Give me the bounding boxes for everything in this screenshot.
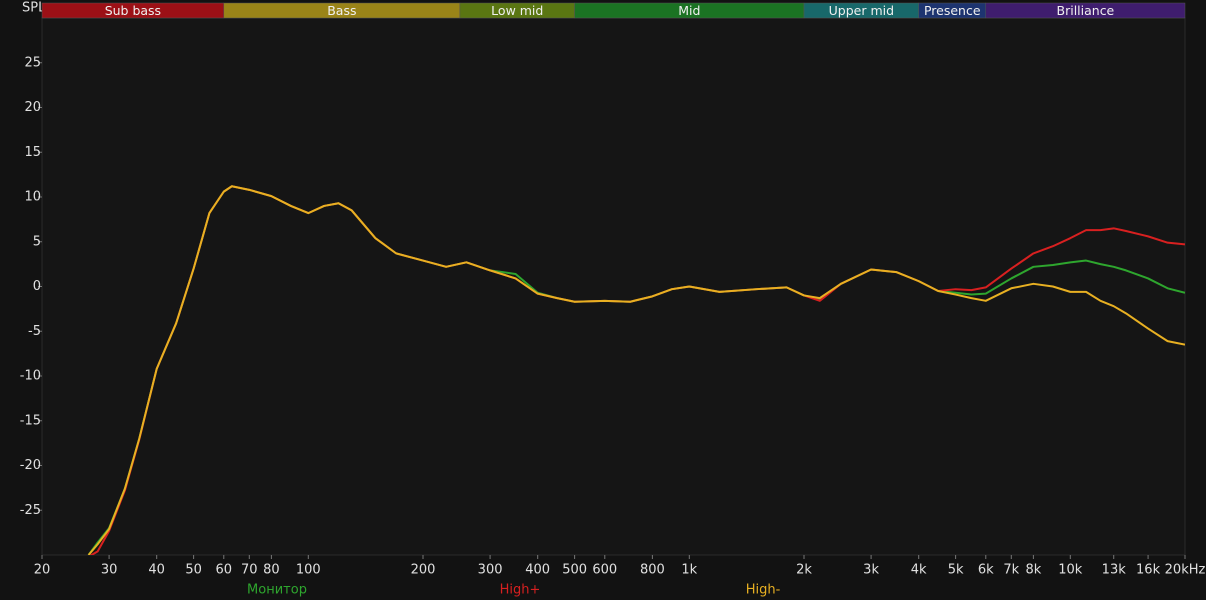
y-tick-label: -5 xyxy=(28,324,41,339)
x-tick-label: 20 xyxy=(34,563,51,578)
x-tick-label: 1k xyxy=(681,563,697,578)
x-tick-label: 4k xyxy=(911,563,927,578)
x-tick-label: 50 xyxy=(185,563,202,578)
y-tick-label: -20 xyxy=(20,458,41,473)
x-tick-label: 13k xyxy=(1102,563,1127,578)
x-tick-label: 16k xyxy=(1136,563,1161,578)
y-tick-label: 0 xyxy=(33,279,41,294)
y-tick-label: -15 xyxy=(20,413,41,428)
x-tick-label: 30 xyxy=(101,563,118,578)
x-tick-label: 2k xyxy=(796,563,812,578)
series-line xyxy=(87,185,1185,555)
y-axis-label: SPL xyxy=(22,1,46,16)
band-label: Brilliance xyxy=(1057,3,1115,18)
x-tick-label: 60 xyxy=(216,563,233,578)
x-tick-label: 500 xyxy=(562,563,587,578)
x-tick-label: 3k xyxy=(863,563,879,578)
x-tick-label: 40 xyxy=(148,563,165,578)
y-tick-label: 20 xyxy=(24,100,41,115)
band-label: Presence xyxy=(924,3,981,18)
x-tick-label: 800 xyxy=(640,563,665,578)
x-tick-label: 400 xyxy=(525,563,550,578)
y-tick-label: -25 xyxy=(20,503,41,518)
x-tick-label: 70 xyxy=(241,563,258,578)
x-tick-label: 6k xyxy=(978,563,994,578)
y-tick-label: 15 xyxy=(24,145,41,160)
band-label: Bass xyxy=(327,3,356,18)
x-tick-label: 200 xyxy=(411,563,436,578)
y-tick-label: 5 xyxy=(33,234,41,249)
band-label: Mid xyxy=(678,3,700,18)
x-tick-label: 80 xyxy=(263,563,280,578)
x-tick-label: 7k xyxy=(1003,563,1019,578)
legend-entry: High- xyxy=(746,583,781,598)
band-label: Low mid xyxy=(491,3,543,18)
y-tick-label: -10 xyxy=(20,369,41,384)
y-tick-label: 25 xyxy=(24,55,41,70)
legend-entry: Монитор xyxy=(247,583,307,598)
x-tick-label: 600 xyxy=(592,563,617,578)
x-tick-label: 8k xyxy=(1025,563,1041,578)
x-tick-label: 10k xyxy=(1058,563,1083,578)
x-tick-label: 300 xyxy=(478,563,503,578)
x-tick-label: 20kHz xyxy=(1165,563,1206,578)
y-tick-label: 10 xyxy=(24,190,41,205)
legend-entry: High+ xyxy=(500,583,541,598)
plot-area xyxy=(41,17,1186,556)
x-tick-label: 5k xyxy=(948,563,964,578)
band-label: Sub bass xyxy=(105,3,161,18)
band-label: Upper mid xyxy=(829,3,894,18)
x-tick-label: 100 xyxy=(296,563,321,578)
band xyxy=(985,2,1186,19)
